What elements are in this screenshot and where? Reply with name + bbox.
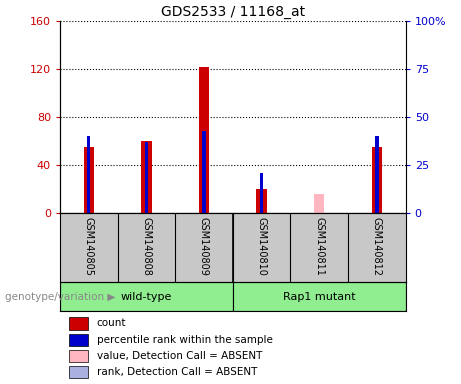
Title: GDS2533 / 11168_at: GDS2533 / 11168_at [161,5,305,19]
Bar [199,67,209,213]
Bar [87,136,90,213]
Bar [233,282,406,311]
Text: genotype/variation ▶: genotype/variation ▶ [5,291,115,302]
Text: rank, Detection Call = ABSENT: rank, Detection Call = ABSENT [97,367,257,377]
Text: wild-type: wild-type [121,291,172,302]
Bar [69,334,88,346]
Bar [69,366,88,378]
Bar [141,141,152,213]
Bar [145,142,148,213]
Bar [202,131,206,213]
Text: GSM140808: GSM140808 [142,217,151,275]
Bar [83,147,94,213]
Text: GSM140811: GSM140811 [314,217,324,275]
Text: percentile rank within the sample: percentile rank within the sample [97,335,273,345]
Text: GSM140810: GSM140810 [257,217,266,275]
Text: value, Detection Call = ABSENT: value, Detection Call = ABSENT [97,351,262,361]
Bar [260,173,263,213]
Bar [375,136,378,213]
Bar [314,194,325,213]
Bar [69,317,88,330]
Text: GSM140812: GSM140812 [372,217,382,276]
Text: Rap1 mutant: Rap1 mutant [283,291,355,302]
Text: GSM140805: GSM140805 [84,217,94,276]
Bar [256,189,267,213]
Bar [60,282,233,311]
Bar [372,147,382,213]
Text: GSM140809: GSM140809 [199,217,209,275]
Bar [69,350,88,362]
Text: count: count [97,318,126,328]
